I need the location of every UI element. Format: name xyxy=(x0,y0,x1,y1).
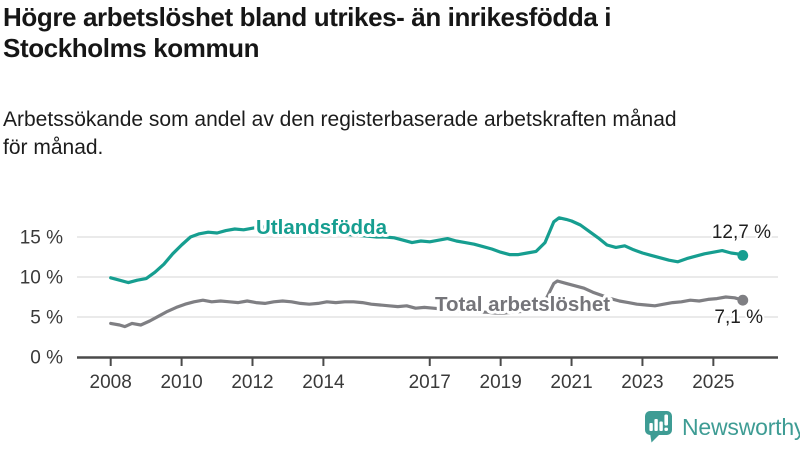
x-tick-label: 2014 xyxy=(302,372,345,393)
newsworthy-logo-text: Newsworthy xyxy=(682,414,800,440)
newsworthy-logo: Newsworthy xyxy=(644,409,800,444)
y-tick-label: 15 % xyxy=(20,228,63,249)
chart-subtitle: Arbetssökande som andel av den registerb… xyxy=(3,106,793,162)
chart-subtitle-line2: för månad. xyxy=(3,136,104,159)
x-tick-label: 2021 xyxy=(550,372,592,393)
x-tick-label: 2012 xyxy=(231,372,273,393)
x-tick-label: 2025 xyxy=(692,372,734,393)
chart-subtitle-line1: Arbetssökande som andel av den registerb… xyxy=(3,108,677,131)
series-end-label-total: 7,1 % xyxy=(714,307,763,328)
series-line-total xyxy=(109,279,745,329)
x-axis: 2008 2010 2012 2014 2017 2019 2021 2023 2025 xyxy=(77,356,778,393)
series-end-label-utlandsfodda: 12,7 % xyxy=(712,222,771,243)
x-tick-label: 2019 xyxy=(480,372,522,393)
y-axis-labels: 0 % 5 % 10 % 15 % xyxy=(20,228,63,369)
chart-title-line1: Högre arbetslöshet bland utrikes- än inr… xyxy=(3,2,612,32)
x-tick-label: 2010 xyxy=(160,372,202,393)
series-line-utlandsfodda xyxy=(109,216,745,285)
series-end-dot-total xyxy=(737,294,749,306)
y-tick-label: 0 % xyxy=(30,348,63,369)
series-label-utlandsfodda: Utlandsfödda xyxy=(256,216,388,239)
series-label-total: Total arbetslöshet xyxy=(435,293,610,316)
series-end-dot-utlandsfodda xyxy=(737,250,749,261)
x-tick-label: 2017 xyxy=(409,372,451,393)
x-tick-label: 2023 xyxy=(621,372,663,393)
y-tick-label: 10 % xyxy=(20,268,63,289)
x-tick-label: 2008 xyxy=(90,372,132,393)
newsworthy-logo-icon xyxy=(645,411,672,443)
chart-title-line2: Stockholms kommun xyxy=(3,33,260,63)
chart-title: Högre arbetslöshet bland utrikes- än inr… xyxy=(3,2,789,64)
y-tick-label: 5 % xyxy=(30,308,63,329)
